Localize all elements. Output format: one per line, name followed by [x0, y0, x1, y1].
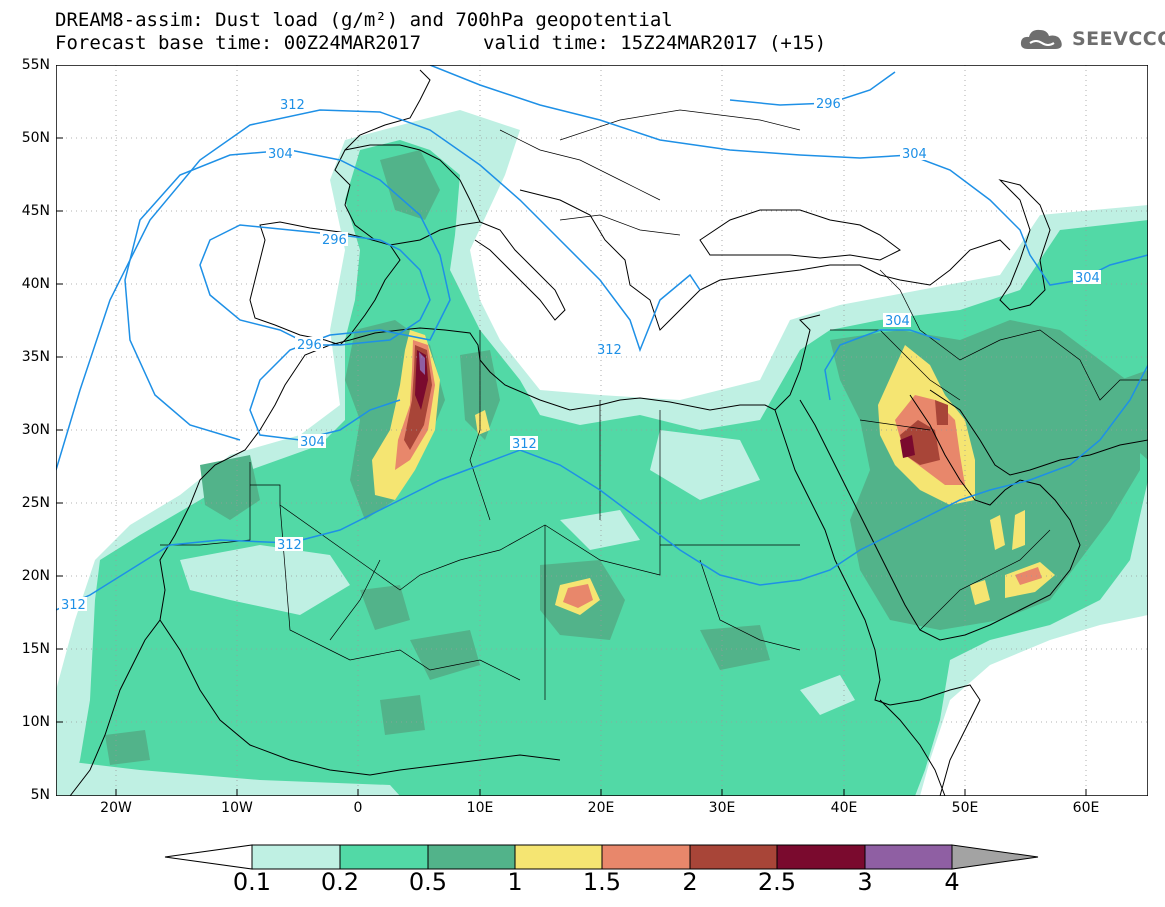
contour-labels: 312 304 296 296 304 312 312 312 296 304 … — [59, 96, 1101, 613]
colorbar — [164, 844, 1039, 870]
colorbar-under-arrow — [164, 844, 253, 870]
contour-label: 304 — [300, 435, 325, 450]
dust-map: 312 304 296 296 304 312 312 312 296 304 … — [56, 65, 1148, 796]
lat-label-50n: 50N — [21, 130, 50, 146]
colorbar-label: 0.5 — [408, 868, 448, 896]
seevccc-logo: SEEVCCC — [1018, 25, 1165, 53]
lon-label-10w: 10W — [221, 800, 253, 816]
forecast-time-line: Forecast base time: 00Z24MAR2017 valid ti… — [55, 32, 826, 54]
lat-label-10n: 10N — [21, 714, 50, 730]
lon-label-10e: 10E — [466, 800, 494, 816]
lon-label-60e: 60E — [1072, 800, 1100, 816]
colorbar-swatch — [339, 844, 429, 870]
valid-time-text: valid time: 15Z24MAR2017 (+15) — [483, 32, 827, 54]
lat-label-40n: 40N — [21, 276, 50, 292]
lon-label-50e: 50E — [951, 800, 979, 816]
contour-label: 296 — [816, 97, 841, 112]
contour-label: 304 — [1075, 271, 1100, 286]
colorbar-label: 2 — [682, 868, 698, 896]
lon-label-40e: 40E — [830, 800, 858, 816]
lat-label-5n: 5N — [30, 787, 50, 803]
lat-label-45n: 45N — [21, 203, 50, 219]
contour-label: 296 — [322, 233, 347, 248]
axis-ticks — [56, 137, 1087, 796]
contour-label: 312 — [597, 343, 622, 358]
lat-label-25n: 25N — [21, 495, 50, 511]
contour-label: 304 — [885, 314, 910, 329]
contour-label: 296 — [297, 338, 322, 353]
dust-purple-patch — [419, 352, 425, 375]
lat-label-20n: 20N — [21, 568, 50, 584]
lon-label-0: 0 — [353, 800, 363, 816]
colorbar-label: 4 — [944, 868, 960, 896]
map-title: DREAM8-assim: Dust load (g/m²) and 700hP… — [55, 9, 673, 31]
lon-label-20w: 20W — [100, 800, 132, 816]
dust-field — [56, 110, 1148, 796]
contour-label: 312 — [512, 437, 537, 452]
lon-label-20e: 20E — [587, 800, 615, 816]
contour-label: 312 — [280, 98, 305, 113]
colorbar-swatch — [514, 844, 603, 870]
colorbar-label: 0.1 — [232, 868, 272, 896]
colorbar-swatch — [864, 844, 953, 870]
contour-label: 312 — [61, 598, 86, 613]
contour-label: 312 — [277, 538, 302, 553]
base-time-text: Forecast base time: 00Z24MAR2017 — [55, 32, 422, 54]
country-borders — [160, 109, 1148, 700]
lat-label-35n: 35N — [21, 349, 50, 365]
contour-312-west — [56, 109, 701, 471]
lat-label-55n: 55N — [21, 57, 50, 73]
contour-label: 304 — [902, 147, 927, 162]
colorbar-label: 1.5 — [582, 868, 622, 896]
colorbar-swatch — [601, 844, 691, 870]
colorbar-label: 0.2 — [320, 868, 360, 896]
contour-304-west — [124, 149, 451, 441]
colorbar-swatch — [689, 844, 778, 870]
colorbar-swatch — [251, 844, 341, 870]
lon-label-30e: 30E — [708, 800, 736, 816]
colorbar-label: 3 — [857, 868, 873, 896]
cloud-icon — [1020, 29, 1062, 49]
contour-296-west — [199, 224, 431, 346]
contour-label: 304 — [268, 147, 293, 162]
colorbar-over-arrow — [951, 844, 1039, 870]
contour-304-mideast — [824, 329, 941, 401]
dust-mid-region — [70, 140, 1148, 796]
colorbar-swatch — [776, 844, 866, 870]
colorbar-swatch — [427, 844, 516, 870]
logo-text: SEEVCCC — [1072, 28, 1165, 50]
lat-label-15n: 15N — [21, 641, 50, 657]
lat-label-30n: 30N — [21, 422, 50, 438]
coastlines — [69, 69, 1148, 796]
colorbar-label: 2.5 — [757, 868, 797, 896]
colorbar-label: 1 — [507, 868, 523, 896]
